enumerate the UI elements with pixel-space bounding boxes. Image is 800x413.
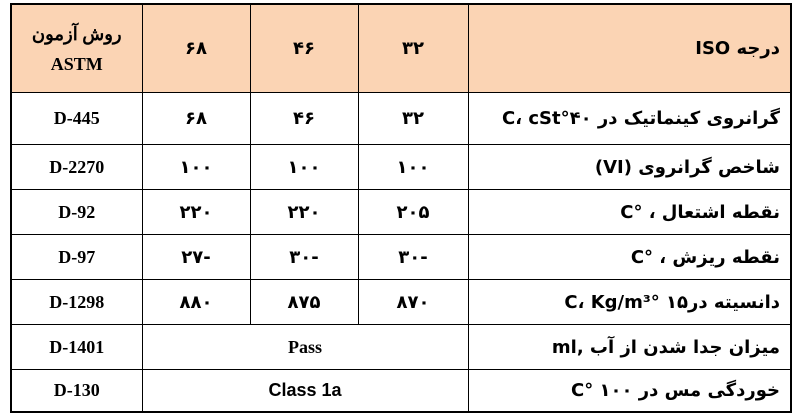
property-water-separation: میزان جدا شدن از آب ,ml — [467, 324, 792, 370]
header-property: درجه ISO — [467, 3, 792, 93]
header-test-method-label: روش آزمون — [31, 23, 122, 44]
value-grade-32: ۲۰۵ — [357, 189, 469, 235]
header-astm-label: ASTM — [50, 53, 103, 74]
value-grade-32: ۸۷۰ — [357, 279, 469, 325]
table-row: خوردگی مس در ۱۰۰ °C Class 1a D-130 — [10, 369, 792, 412]
test-method: D-92 — [10, 189, 143, 235]
table-row: میزان جدا شدن از آب ,ml Pass D-1401 — [10, 324, 792, 370]
value-grade-68: ۸۸۰ — [141, 279, 251, 325]
merged-value-pass: Pass — [141, 324, 469, 370]
table-row: دانسیته در۱۵ °C، Kg/m³ ۸۷۰ ۸۷۵ ۸۸۰ D-129… — [10, 279, 792, 325]
test-method: D-130 — [10, 369, 143, 412]
property-kinematic-viscosity: گرانروی کینماتیک در ۴۰°C، cSt — [467, 92, 792, 145]
table-row: نقطه ریزش ، °C -۳۰ -۳۰ -۲۷ D-97 — [10, 234, 792, 280]
value-grade-46: ۴۶ — [249, 92, 359, 145]
test-method: D-2270 — [10, 144, 143, 190]
property-pour-point: نقطه ریزش ، °C — [467, 234, 792, 280]
header-grade-32: ۳۲ — [357, 3, 469, 93]
table-row: شاخص گرانروی (VI) ۱۰۰ ۱۰۰ ۱۰۰ D-2270 — [10, 144, 792, 190]
property-viscosity-index: شاخص گرانروی (VI) — [467, 144, 792, 190]
value-grade-68: ۱۰۰ — [141, 144, 251, 190]
value-grade-68: ۲۲۰ — [141, 189, 251, 235]
value-grade-32: ۱۰۰ — [357, 144, 469, 190]
header-row: درجه ISO ۳۲ ۴۶ ۶۸ روش آزمون ASTM — [10, 3, 792, 93]
header-test-method: روش آزمون ASTM — [10, 3, 143, 93]
value-grade-46: ۲۲۰ — [249, 189, 359, 235]
property-copper-corrosion: خوردگی مس در ۱۰۰ °C — [467, 369, 792, 412]
value-grade-46: -۳۰ — [249, 234, 359, 280]
table-row: نقطه اشتعال ، °C ۲۰۵ ۲۲۰ ۲۲۰ D-92 — [10, 189, 792, 235]
value-grade-46: ۱۰۰ — [249, 144, 359, 190]
value-grade-32: -۳۰ — [357, 234, 469, 280]
property-density: دانسیته در۱۵ °C، Kg/m³ — [467, 279, 792, 325]
specification-table: درجه ISO ۳۲ ۴۶ ۶۸ روش آزمون ASTM گرانروی… — [10, 3, 792, 413]
value-grade-68: -۲۷ — [141, 234, 251, 280]
header-grade-68: ۶۸ — [141, 3, 251, 93]
test-method: D-1401 — [10, 324, 143, 370]
value-grade-32: ۳۲ — [357, 92, 469, 145]
value-grade-46: ۸۷۵ — [249, 279, 359, 325]
test-method: D-97 — [10, 234, 143, 280]
table-row: گرانروی کینماتیک در ۴۰°C، cSt ۳۲ ۴۶ ۶۸ D… — [10, 92, 792, 145]
test-method: D-1298 — [10, 279, 143, 325]
merged-value-class: Class 1a — [141, 369, 469, 412]
property-flash-point: نقطه اشتعال ، °C — [467, 189, 792, 235]
header-grade-46: ۴۶ — [249, 3, 359, 93]
test-method: D-445 — [10, 92, 143, 145]
value-grade-68: ۶۸ — [141, 92, 251, 145]
